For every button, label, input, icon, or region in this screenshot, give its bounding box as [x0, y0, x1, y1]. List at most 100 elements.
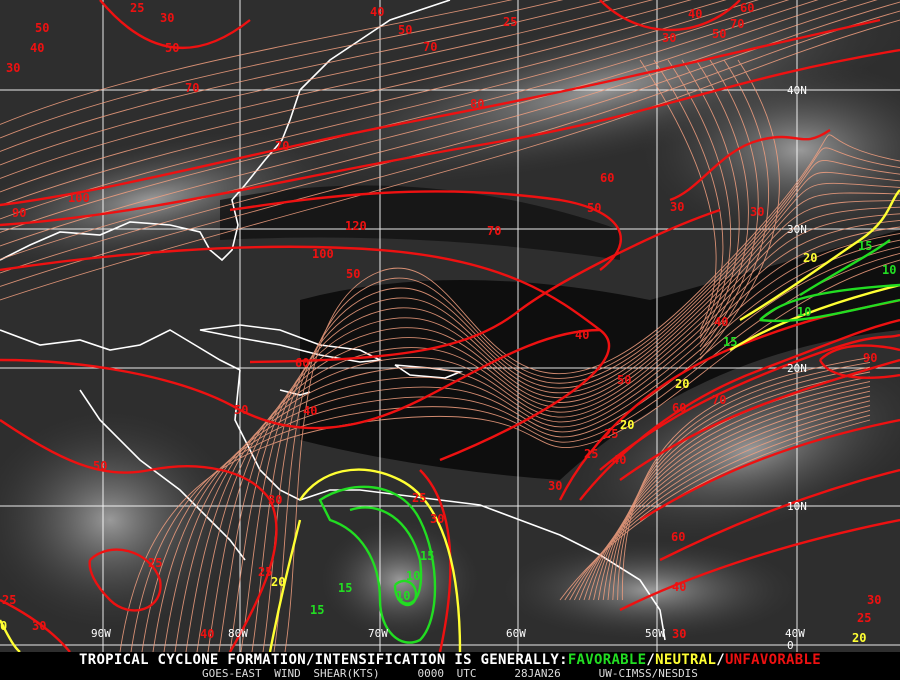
unfavorable-contour-label: 40 [303, 404, 317, 418]
streamline [174, 226, 900, 652]
favorable-contour-label: 15 [723, 335, 737, 349]
unfavorable-contour-label: 40 [688, 7, 702, 21]
grid-labels: 90W 80W 70W 60W 50W 40W 40N 30N 20N 10N 0 [91, 84, 807, 652]
product-time: 0000 UTC [417, 667, 477, 680]
streamline [597, 381, 871, 601]
shear-contours [0, 0, 900, 652]
unfavorable-contour [599, 0, 741, 32]
favorable-contour [349, 506, 423, 605]
streamline [569, 409, 871, 601]
neutral-contour-label: 20 [852, 631, 866, 645]
unfavorable-contour-label: 40 [714, 315, 728, 329]
unfavorable-contour-label: 120 [345, 219, 367, 233]
product-info: GOES-EAST WIND SHEAR(KTS) 0000 UTC 28JAN… [0, 668, 900, 680]
unfavorable-contour-label: 70 [185, 81, 199, 95]
streamline [0, 0, 790, 220]
unfavorable-contour [0, 419, 278, 652]
map-canvas: 90W 80W 70W 60W 50W 40W 40N 30N 20N 10N 0 50 40 30 25… [0, 0, 900, 652]
favorable-contour-label: 10 [396, 589, 410, 603]
streamline [0, 10, 900, 287]
streamline [578, 400, 871, 601]
longitude-label: 50W [645, 627, 665, 640]
latitude-label: 40N [787, 84, 807, 97]
neutral-contour-label: 20 [620, 418, 634, 432]
streamline [218, 200, 900, 652]
streamline [0, 0, 727, 193]
neutral-contour [0, 619, 21, 652]
unfavorable-contour-label: 70 [487, 224, 501, 238]
streamline [196, 213, 900, 652]
streamline [653, 59, 724, 335]
unfavorable-contour-label: 40 [575, 328, 589, 342]
streamline [0, 0, 611, 152]
latitude-label: 30N [787, 223, 807, 236]
unfavorable-contour [619, 358, 900, 481]
streamline [273, 147, 900, 652]
unfavorable-contour-label: 25 [857, 611, 871, 625]
unfavorable-contour-label: 40 [612, 453, 626, 467]
unfavorable-contour-label: 30 [32, 619, 46, 633]
unfavorable-contour-label: 25 [412, 491, 426, 505]
streamline [602, 376, 871, 601]
streamline [163, 233, 900, 652]
headline: TROPICAL CYCLONE FORMATION/INTENSIFICATI… [0, 652, 900, 668]
separator: / [646, 652, 656, 668]
streamline [667, 59, 732, 339]
streamline [573, 405, 871, 601]
favorable-contour-label: 15 [858, 239, 872, 253]
neutral-contour-label: 20 [271, 575, 285, 589]
unfavorable-contour-label: 25 [130, 1, 144, 15]
unfavorable-contour-label: 60 [671, 530, 685, 544]
longitude-label: 70W [368, 627, 388, 640]
latitude-label: 0 [787, 639, 794, 652]
streamline [141, 246, 900, 652]
streamline [0, 0, 759, 206]
unfavorable-contour-label: 90 [863, 351, 877, 365]
neutral-contour [299, 468, 462, 652]
unfavorable-contour [0, 328, 601, 430]
unfavorable-contour-label: 30 [670, 200, 684, 214]
favorable-contour [799, 239, 891, 297]
neutral-contour-label: 20 [803, 251, 817, 265]
latitude-label: 10N [787, 500, 807, 513]
favorable-contour [759, 283, 900, 323]
streamline [583, 395, 871, 601]
unfavorable-contour [88, 548, 162, 612]
unfavorable-contour [419, 469, 452, 652]
streamlines [0, 0, 900, 652]
unfavorable-contour-label: 30 [867, 593, 881, 607]
unfavorable-contour-label: 40 [672, 580, 686, 594]
neutral-contour [268, 519, 302, 652]
streamline [681, 59, 740, 343]
unfavorable-contour-label: 50 [234, 403, 248, 417]
product-date: 28JAN26 [514, 667, 561, 680]
streamline [207, 206, 900, 652]
unfavorable-contour [249, 208, 721, 364]
footer-caption: TROPICAL CYCLONE FORMATION/INTENSIFICATI… [0, 652, 900, 680]
streamline [0, 0, 848, 247]
streamline [0, 0, 513, 125]
streamline [0, 19, 900, 301]
streamline [0, 0, 564, 139]
unfavorable-contour-label: 70 [712, 393, 726, 407]
unfavorable-contour [669, 129, 831, 202]
unfavorable-contour-label: 70 [423, 40, 437, 54]
unfavorable-contour-label: 70 [730, 17, 744, 31]
streamline [699, 59, 759, 352]
unfavorable-contour-label: 30 [160, 11, 174, 25]
unfavorable-contour [639, 418, 900, 522]
unfavorable-contour-label: 25 [503, 15, 517, 29]
streamline [612, 366, 871, 601]
favorable-contour-label: 10 [406, 569, 420, 583]
unfavorable-contour-label: 25 [258, 565, 272, 579]
longitude-label: 90W [91, 627, 111, 640]
longitude-label: 60W [506, 627, 526, 640]
unfavorable-contour [0, 245, 611, 462]
unfavorable-contour-label: 25 [2, 593, 16, 607]
unfavorable-contour-label: 60 [740, 1, 754, 15]
streamline [240, 182, 900, 652]
unfavorable-contour-label: 25 [604, 427, 618, 441]
unfavorable-contour-label: 90 [12, 206, 26, 220]
